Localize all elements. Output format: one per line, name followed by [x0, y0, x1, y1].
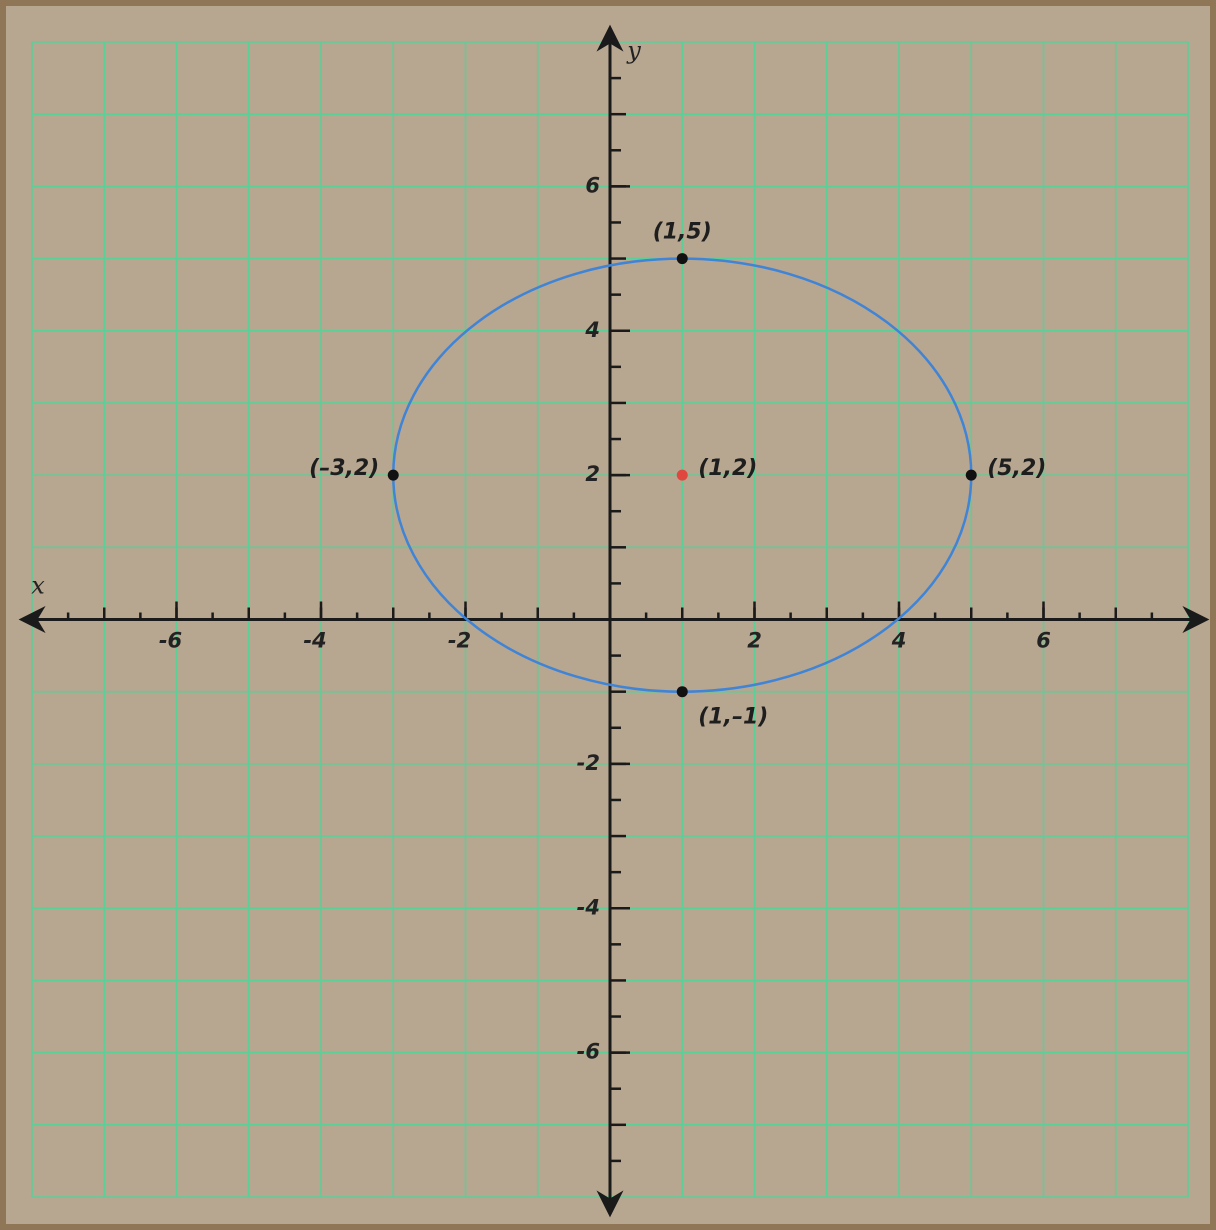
- marks: (1,5) (–3,2) (1,2) (5,2) (1,–1): [309, 220, 1046, 730]
- y-tick-label: 2: [585, 462, 600, 486]
- point-label: (1,5): [653, 220, 712, 245]
- y-axis-label: y: [626, 37, 641, 65]
- axes: -6 -4 -2 2 4 6 -6 -4 -2 2 4 6: [18, 24, 1210, 1218]
- point-label: (1,2): [698, 456, 757, 481]
- x-tick-label: -6: [159, 629, 182, 653]
- paper: [6, 6, 1210, 1224]
- x-tick-label: -4: [303, 629, 326, 653]
- x-tick-label: -2: [448, 629, 471, 653]
- y-tick-label: -4: [577, 895, 600, 919]
- point: [676, 686, 688, 698]
- point-label: (–3,2): [309, 456, 379, 481]
- y-tick-label: 6: [585, 173, 600, 197]
- x-tick-label: 6: [1036, 629, 1051, 653]
- y-tick-label: -2: [577, 751, 600, 775]
- point-label: (5,2): [987, 456, 1046, 481]
- point-label: (1,–1): [698, 705, 768, 730]
- x-tick-label: 4: [891, 629, 907, 653]
- point: [387, 469, 399, 481]
- x-axis-label: x: [31, 572, 45, 600]
- point: [676, 469, 688, 481]
- y-tick-label: -6: [577, 1040, 600, 1064]
- point: [965, 469, 977, 481]
- x-tick-label: 2: [747, 629, 762, 653]
- y-tick-label: 4: [584, 318, 600, 342]
- point: [676, 253, 688, 265]
